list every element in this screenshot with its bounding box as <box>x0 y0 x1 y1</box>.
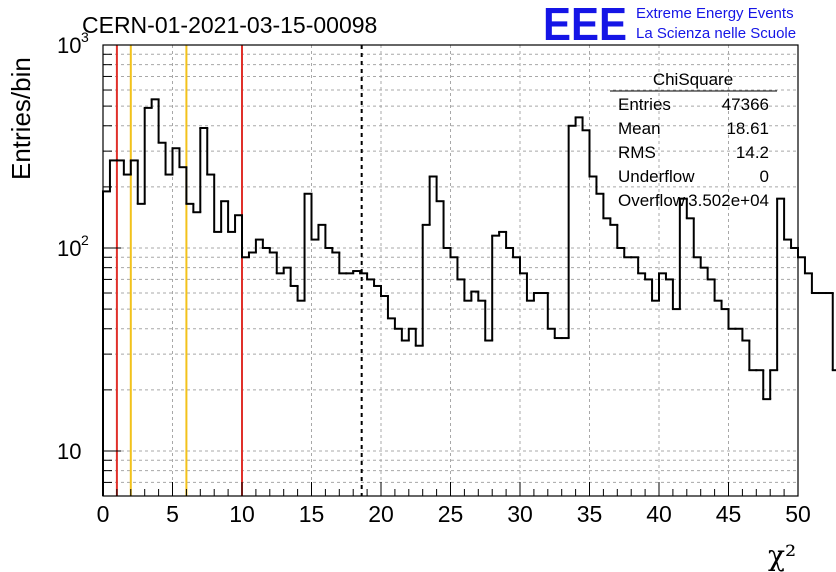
stats-row-label: Entries <box>618 95 671 114</box>
stats-title: ChiSquare <box>653 70 733 89</box>
x-tick-label: 20 <box>368 501 394 527</box>
y-tick-label: 10 <box>57 236 81 261</box>
stats-row-value: 18.61 <box>726 119 769 138</box>
stats-row-label: Underflow <box>618 167 695 186</box>
x-tick-label: 10 <box>229 501 255 527</box>
histogram-series <box>102 98 836 496</box>
y-tick-label: 10 <box>57 33 81 58</box>
stats-row-label: Mean <box>618 119 661 138</box>
x-tick-label: 35 <box>577 501 603 527</box>
stats-row-label: RMS <box>618 143 656 162</box>
stats-box: ChiSquare Entries 47366 Mean 18.61 RMS 14.2 Un… <box>610 70 777 210</box>
stats-rows: Entries 47366 Mean 18.61 RMS 14.2 Underflow 0 Ov… <box>618 95 769 210</box>
stats-row-label: Overflow <box>618 191 686 210</box>
eee-logo-line2: La Scienza nelle Scuole <box>636 25 796 42</box>
stats-row-value: 0 <box>760 167 769 186</box>
x-axis-label: χ² <box>768 539 796 572</box>
x-tick-label: 40 <box>646 501 672 527</box>
marker-lines <box>115 45 363 496</box>
run-title: CERN-01-2021-03-15-00098 <box>82 12 377 38</box>
x-tick-label: 0 <box>97 501 110 527</box>
grid <box>103 45 798 496</box>
x-tick-label: 25 <box>438 501 464 527</box>
stats-row-value: 47366 <box>722 95 769 114</box>
y-axis-label: Entries/bin <box>6 57 36 180</box>
eee-logo-line1: Extreme Energy Events <box>636 5 794 22</box>
x-tick-label: 15 <box>299 501 325 527</box>
x-tick-label: 50 <box>785 501 811 527</box>
eee-logo: EEE Extreme Energy Events La Scienza nel… <box>543 0 796 50</box>
stats-row-value: 14.2 <box>736 143 769 162</box>
stats-row-value: 3.502e+04 <box>688 191 769 210</box>
axes <box>102 44 799 497</box>
y-tick-label: 10 <box>57 439 81 464</box>
x-tick-label: 5 <box>166 501 179 527</box>
y-tick-exponent: 3 <box>81 29 89 45</box>
x-tick-labels: 0 5 10 15 20 25 30 35 40 45 50 <box>97 501 811 527</box>
y-tick-exponent: 2 <box>81 232 89 248</box>
eee-logo-text: EEE <box>543 0 627 50</box>
x-tick-label: 45 <box>716 501 742 527</box>
x-tick-label: 30 <box>507 501 533 527</box>
